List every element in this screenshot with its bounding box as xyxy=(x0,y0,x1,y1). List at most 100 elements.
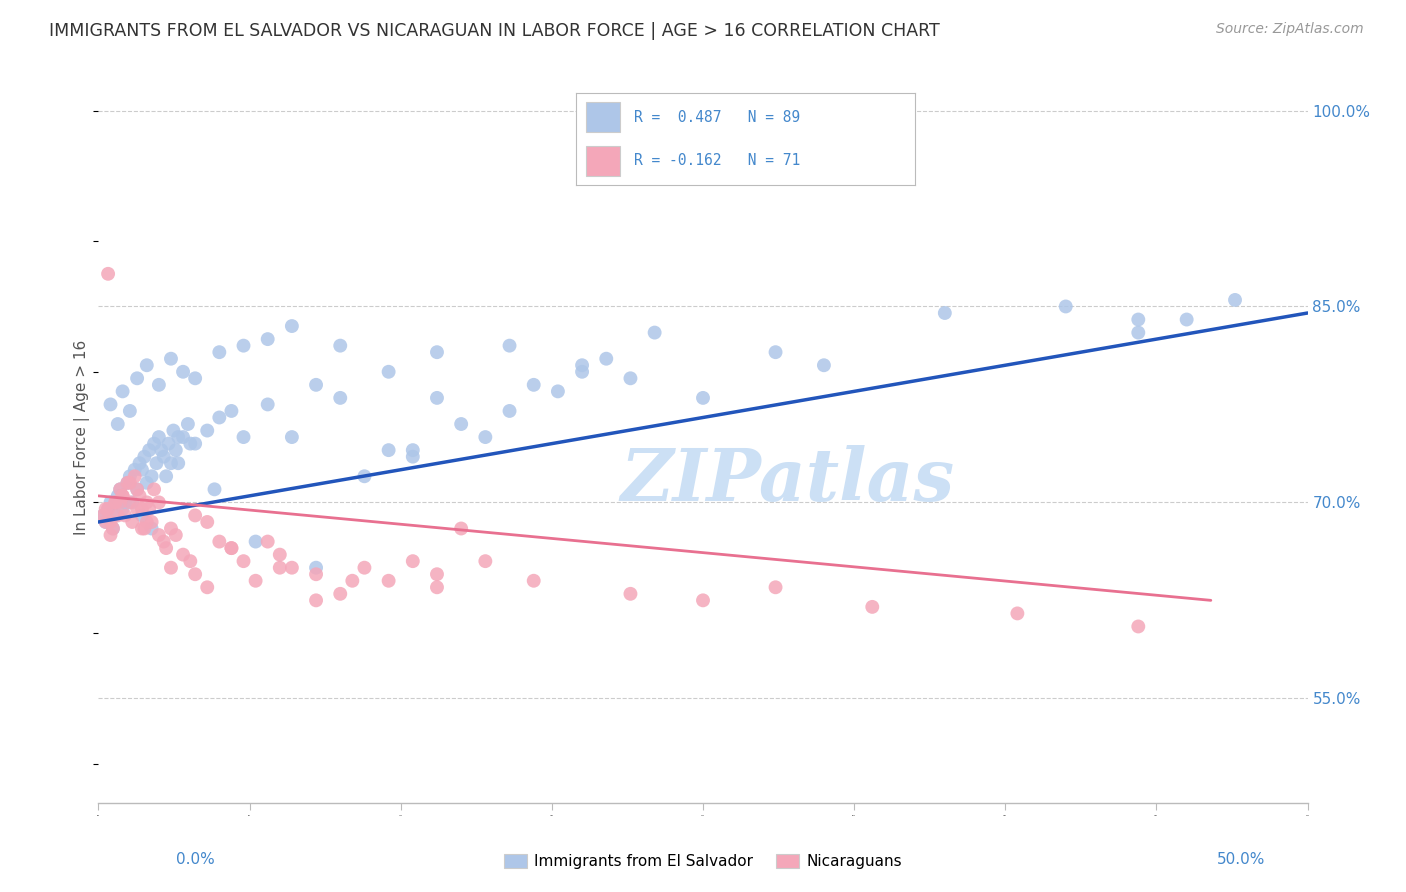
Point xyxy=(523,377,546,392)
Point xyxy=(127,483,149,497)
Point xyxy=(221,541,243,555)
Point xyxy=(1128,619,1150,633)
Point xyxy=(160,522,183,536)
Point xyxy=(100,515,122,529)
Point xyxy=(150,443,173,458)
Point xyxy=(402,554,425,568)
Point xyxy=(167,430,190,444)
Point xyxy=(111,489,134,503)
Point xyxy=(172,365,194,379)
Point xyxy=(450,522,472,536)
Point xyxy=(353,469,375,483)
Point xyxy=(138,443,160,458)
Point xyxy=(256,397,278,411)
Point xyxy=(155,469,177,483)
Point xyxy=(595,351,617,366)
Point xyxy=(353,560,375,574)
Text: IMMIGRANTS FROM EL SALVADOR VS NICARAGUAN IN LABOR FORCE | AGE > 16 CORRELATION : IMMIGRANTS FROM EL SALVADOR VS NICARAGUA… xyxy=(49,22,941,40)
Point xyxy=(131,508,153,523)
Point xyxy=(1223,293,1246,307)
Point xyxy=(91,508,114,523)
Point xyxy=(138,502,160,516)
Point xyxy=(127,502,149,516)
Point xyxy=(141,522,163,536)
Point xyxy=(402,450,425,464)
Point xyxy=(208,410,231,425)
Point xyxy=(184,371,207,385)
Point xyxy=(184,436,207,450)
Point xyxy=(172,548,194,562)
Point xyxy=(97,502,120,516)
Point xyxy=(1054,300,1077,314)
Point xyxy=(329,391,352,405)
Point xyxy=(765,580,787,594)
Point xyxy=(860,599,883,614)
Point xyxy=(269,560,291,574)
Point xyxy=(101,522,124,536)
Point xyxy=(107,489,129,503)
Legend: Immigrants from El Salvador, Nicaraguans: Immigrants from El Salvador, Nicaraguans xyxy=(498,848,908,875)
Point xyxy=(131,502,153,516)
Point xyxy=(426,391,449,405)
Point xyxy=(329,587,352,601)
Point xyxy=(121,495,143,509)
Point xyxy=(523,574,546,588)
Point xyxy=(221,541,243,555)
Point xyxy=(195,580,218,594)
Point xyxy=(402,443,425,458)
Point xyxy=(1128,326,1150,340)
Point xyxy=(221,404,243,418)
Point xyxy=(281,560,304,574)
Point xyxy=(165,528,187,542)
Point xyxy=(498,338,520,352)
Point xyxy=(135,495,157,509)
Point xyxy=(128,456,150,470)
Point xyxy=(934,306,956,320)
Point xyxy=(97,502,120,516)
Point xyxy=(148,528,170,542)
Point xyxy=(135,358,157,372)
Point xyxy=(329,338,352,352)
Point xyxy=(450,417,472,431)
Point xyxy=(148,495,170,509)
Point xyxy=(118,404,141,418)
Point xyxy=(104,495,127,509)
Point xyxy=(104,508,127,523)
Point xyxy=(179,436,201,450)
Point xyxy=(474,554,496,568)
Point xyxy=(692,391,714,405)
Point xyxy=(245,574,267,588)
Point xyxy=(135,515,157,529)
Point xyxy=(127,371,149,385)
Point xyxy=(101,522,124,536)
Point xyxy=(141,469,163,483)
Point xyxy=(121,515,143,529)
Point xyxy=(342,574,364,588)
Point xyxy=(245,534,267,549)
Point xyxy=(111,489,134,503)
Point xyxy=(269,548,291,562)
Text: 0.0%: 0.0% xyxy=(176,852,215,867)
Point xyxy=(128,489,150,503)
Point xyxy=(1128,312,1150,326)
Point xyxy=(813,358,835,372)
Point xyxy=(148,377,170,392)
Point xyxy=(114,495,136,509)
Point xyxy=(232,554,254,568)
Point xyxy=(94,502,117,516)
Point xyxy=(305,593,328,607)
Point xyxy=(108,483,131,497)
Point xyxy=(167,456,190,470)
Point xyxy=(256,534,278,549)
Point xyxy=(141,515,163,529)
Point xyxy=(232,338,254,352)
Point xyxy=(143,436,166,450)
Point xyxy=(94,515,117,529)
Point xyxy=(208,345,231,359)
Y-axis label: In Labor Force | Age > 16: In Labor Force | Age > 16 xyxy=(75,340,90,534)
Point xyxy=(644,326,666,340)
Point xyxy=(157,436,180,450)
Point xyxy=(179,554,201,568)
Point xyxy=(118,475,141,490)
Point xyxy=(195,515,218,529)
